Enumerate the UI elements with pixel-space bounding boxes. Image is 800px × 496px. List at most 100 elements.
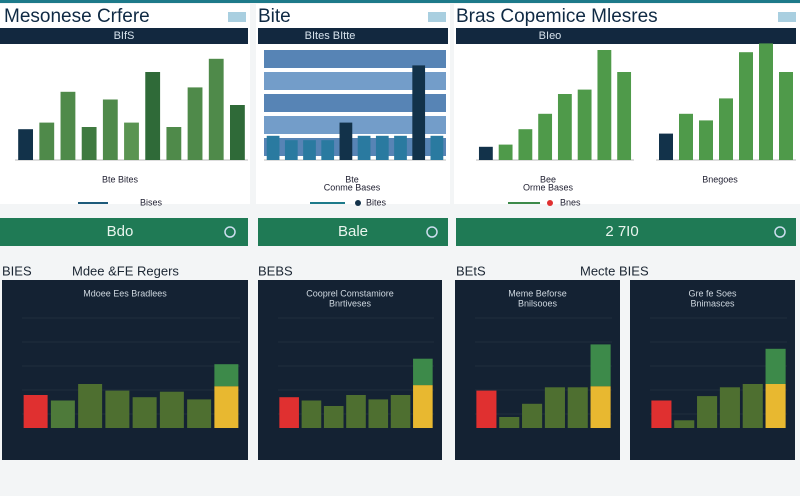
bar-segment: [214, 386, 239, 428]
panel-header: [456, 28, 796, 44]
panel-subtitle: Meme Beforse: [508, 288, 567, 298]
bar: [229, 105, 245, 160]
bar: [60, 91, 76, 160]
panel-subtitle: Bnilsooes: [518, 298, 558, 308]
bar: [321, 140, 335, 160]
bar: [208, 58, 224, 160]
bar-segment: [476, 390, 497, 428]
bar-segment: [132, 397, 157, 428]
chart-band: [264, 94, 446, 112]
bar: [81, 127, 97, 160]
bar: [478, 146, 493, 160]
bar-segment: [390, 395, 411, 428]
status-text: 2 7I0: [605, 223, 638, 240]
dark-panel: [258, 280, 442, 460]
legend-text: Conme Bases: [324, 182, 381, 192]
bar: [538, 113, 553, 160]
bar: [617, 72, 632, 160]
bar: [659, 133, 673, 160]
icon: [778, 12, 796, 22]
legend-text: Bte: [345, 174, 359, 184]
bar: [266, 135, 280, 160]
status-bar: [0, 218, 248, 246]
bar: [430, 135, 444, 160]
bar: [779, 72, 793, 160]
bar: [597, 50, 612, 160]
legend-dot: [355, 200, 361, 206]
bar-segment: [765, 348, 786, 384]
bar-segment: [50, 400, 75, 428]
chart-band: [264, 72, 446, 90]
bar: [187, 87, 203, 160]
bar: [284, 140, 298, 160]
bar: [166, 127, 182, 160]
bar: [739, 52, 753, 161]
chart-band: [264, 50, 446, 68]
bar-segment: [413, 385, 433, 428]
panel-title: Bite: [258, 6, 291, 27]
status-text: Bale: [338, 223, 368, 240]
bar-segment: [301, 400, 322, 428]
status-bar: [456, 218, 796, 246]
status-icon: [774, 226, 786, 238]
bar-segment: [590, 386, 611, 428]
chart-band: [264, 116, 446, 134]
status-bar: [258, 218, 448, 246]
bar: [577, 89, 592, 160]
legend-text: Bnes: [560, 197, 581, 207]
bar-segment: [544, 387, 565, 428]
bar-segment: [187, 399, 212, 428]
dark-panel: [2, 280, 248, 460]
header-label: BIfS: [114, 30, 135, 42]
bar-segment: [651, 400, 672, 428]
panel-title: Mesonese Crfere: [4, 6, 150, 27]
header-label: BItes BItte: [305, 30, 356, 42]
bar-segment: [697, 396, 718, 428]
status-icon: [426, 226, 438, 238]
bar-segment: [279, 397, 299, 428]
icon: [428, 12, 446, 22]
bar-segment: [765, 384, 786, 428]
bar: [39, 122, 55, 160]
bar-segment: [323, 406, 344, 428]
bar-segment: [674, 420, 695, 428]
panel-header: [258, 28, 448, 44]
status-icon: [224, 226, 236, 238]
legend-text: Bee: [540, 174, 556, 184]
bar: [124, 122, 139, 160]
legend-text: Bises: [140, 197, 163, 207]
bar: [145, 72, 161, 160]
panel-header: [0, 28, 248, 44]
bar-segment: [214, 364, 239, 387]
panel-subtitle: Mdoee Ees Bradlees: [83, 288, 167, 298]
bar-segment: [23, 395, 48, 428]
legend-text: Bnegoes: [702, 174, 738, 184]
section-label: Mdee &FE Regers: [72, 263, 179, 278]
bar: [18, 129, 34, 160]
bar: [518, 129, 533, 160]
bar-segment: [346, 395, 366, 428]
bar-segment: [742, 384, 763, 428]
bar-segment: [78, 384, 103, 428]
status-text: Bdo: [107, 223, 134, 240]
bar-segment: [368, 399, 389, 428]
bar: [339, 122, 353, 160]
bar: [719, 98, 733, 160]
legend-text: Bte Bites: [102, 174, 139, 184]
bar-segment: [499, 417, 520, 428]
panel-subtitle: Cooprel Comstamiore: [306, 288, 394, 298]
bar: [357, 135, 371, 160]
section-label: BEtS: [456, 263, 486, 278]
bar: [557, 94, 572, 160]
legend-text: Orme Bases: [523, 182, 574, 192]
panel-subtitle: Bnrtiveses: [329, 298, 372, 308]
bar-segment: [567, 387, 588, 428]
bar: [303, 140, 316, 160]
header-label: BIeo: [539, 30, 562, 42]
top-strip: [0, 0, 800, 3]
bar: [699, 120, 713, 160]
bar-segment: [105, 390, 130, 428]
bar-segment: [413, 358, 433, 386]
bar-segment: [522, 403, 543, 428]
